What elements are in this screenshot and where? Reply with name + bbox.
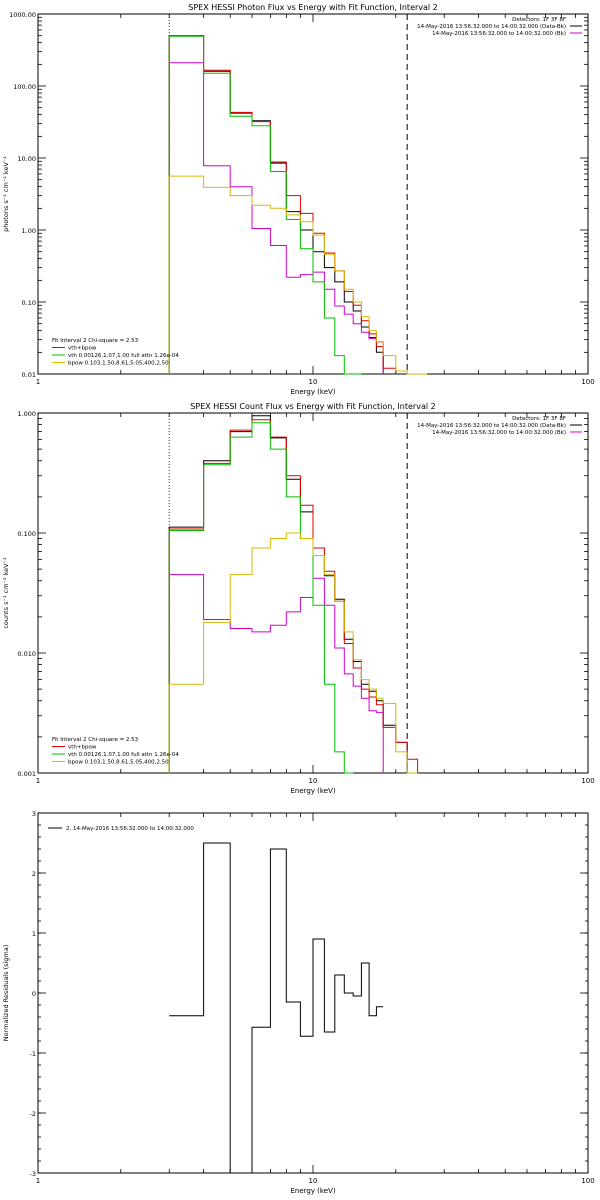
header-line-2: 14-May-2016 13:56:32.000 to 14:00:32.000… [417,24,566,30]
plot-frame [37,13,589,375]
fit-label-line-3: vth 0.00126,1.07,1.00 full attn 1.26e-04 [68,353,179,359]
x-axis-label: Energy (keV) [290,388,335,396]
y-tick-label: 2 [32,870,36,878]
fit-label-line-1: Fit Interval 2 Chi-square = 2.53 [52,737,139,743]
header-line-1: Detectors: 1F 3F 8F [512,17,566,23]
plot-1: SPEX HESSI Photon Flux vs Energy with Fi… [2,3,595,396]
x-axis-label: Energy (keV) [290,787,335,795]
y-tick-label: -1 [30,1050,36,1058]
fit-label-line-2: vth+bpow [68,745,97,751]
y-tick-label: 0.01 [22,371,36,379]
y-axis-label: photons s⁻¹ cm⁻² keV⁻¹ [2,156,10,232]
y-tick-label: 100.00 [13,83,36,91]
x-tick-label: 10 [309,378,318,386]
x-tick-label: 1 [36,1177,40,1185]
fit-label-line-2: vth+bpow [68,346,97,352]
x-tick-label: 100 [581,777,594,785]
x-tick-label: 1 [36,777,40,785]
y-tick-label: 0.010 [17,650,36,658]
x-tick-label: 100 [581,378,594,386]
x-tick-label: 10 [309,1177,318,1185]
series-bk [168,62,384,374]
y-tick-label: 0.100 [17,530,36,538]
header-line-3: 14-May-2016 13:56:32.000 to 14:00:32.000… [432,430,566,436]
chart-title: SPEX HESSI Count Flux vs Energy with Fit… [190,402,435,411]
y-tick-label: 1.00 [22,227,36,235]
x-axis-label: Energy (keV) [290,1187,335,1195]
series-vth [168,422,354,774]
y-tick-label: 0.001 [17,770,36,778]
series-data [168,415,408,773]
header-line-2: 14-May-2016 13:56:32.000 to 14:00:32.000… [417,423,566,429]
y-axis-label: Normalized Residuals (sigma) [2,945,10,1042]
fit-label-line-4: bpow 0.103,1.50,8.61,5.05,400,2.50 [68,760,169,766]
plot-2: SPEX HESSI Count Flux vs Energy with Fit… [2,402,595,795]
series-data [169,842,384,1174]
series-bpow [168,532,418,774]
y-tick-label: 1000.00 [9,11,36,19]
y-tick-label: 1.000 [17,410,36,418]
legend-text: 2, 14-May-2016 13:56:32.000 to 14:00:32.… [66,826,194,832]
plot-3: 1 10 100 Energy (keV) -3 -2 -1 0 1 2 3 Normalized R… [2,810,595,1195]
fit-label-line-4: bpow 0.103,1.50,8.61,5.05,400,2.50 [68,361,169,367]
series-data [168,35,384,374]
y-tick-label: 0.10 [22,299,36,307]
header-line-1: Detectors: 1F 3F 8F [512,416,566,422]
series-vth [168,35,362,375]
x-tick-label: 10 [309,777,318,785]
x-tick-label: 100 [581,1177,594,1185]
fit-label-line-3: vth 0.00126,1.07,1.00 full attn 1.26e-04 [68,752,179,758]
header-line-3: 14-May-2016 13:56:32.000 to 14:00:32.000… [432,31,566,37]
chart-title: SPEX HESSI Photon Flux vs Energy with Fi… [188,3,438,12]
series-bpow [168,175,428,375]
x-tick-label: 1 [36,378,40,386]
y-axis-label: counts s⁻¹ cm⁻² keV⁻¹ [2,557,10,629]
y-tick-label: 10.00 [17,155,36,163]
fit-label-line-1: Fit Interval 2 Chi-square = 2.53 [52,338,139,344]
y-tick-label: 3 [32,810,36,818]
series-bk [168,574,384,773]
y-tick-label: -2 [30,1110,36,1118]
series-total [168,419,419,773]
y-tick-label: 1 [32,930,36,938]
y-tick-label: 0 [32,990,36,998]
y-tick-label: -3 [30,1170,36,1178]
